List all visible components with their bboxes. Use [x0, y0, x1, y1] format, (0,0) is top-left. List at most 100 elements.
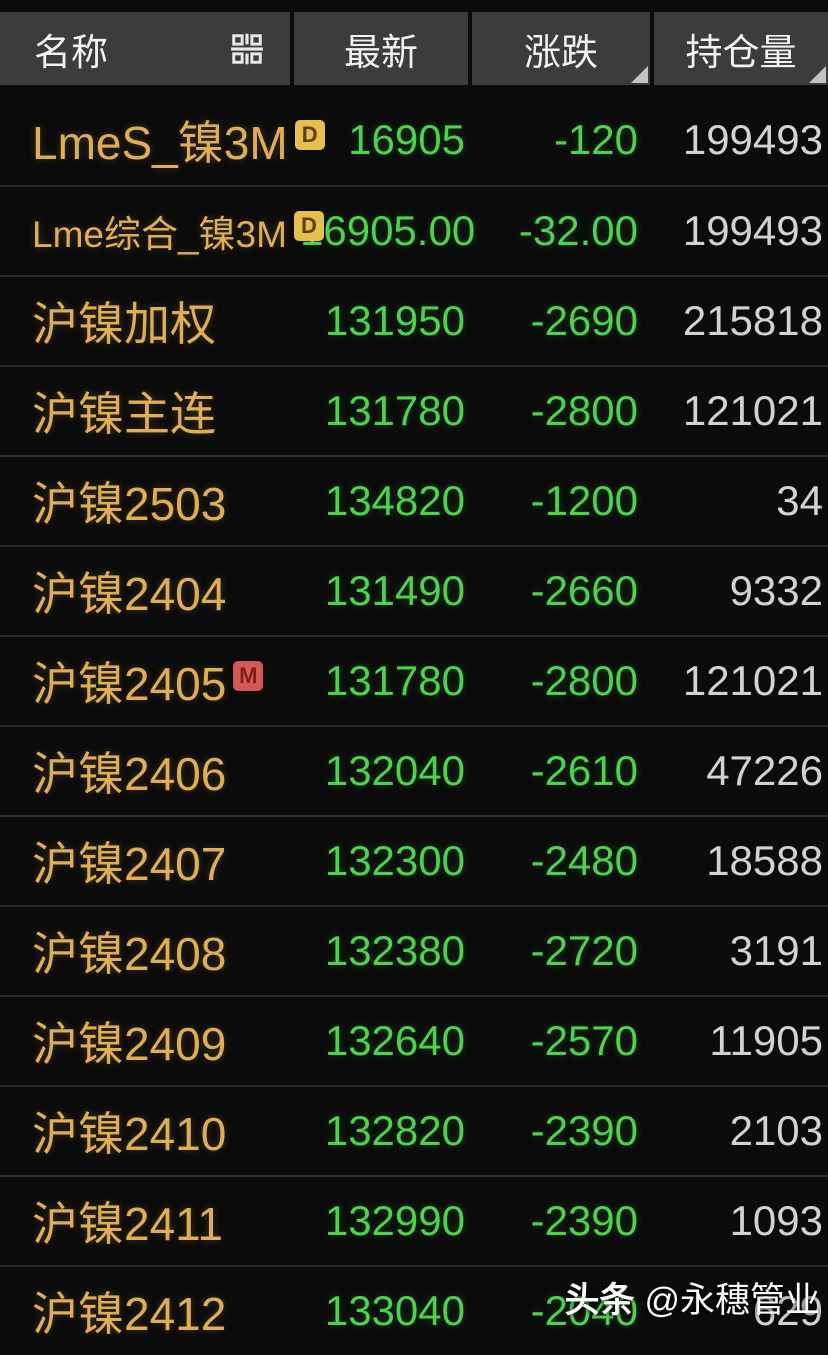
instrument-name-cell: Lme综合_镍3M D: [0, 204, 324, 258]
watermark: 头条 @永穗管业: [564, 1272, 820, 1323]
price-change: -2390: [530, 1197, 638, 1244]
latest-price: 132040: [324, 747, 465, 794]
instrument-badge: D: [293, 211, 324, 241]
instrument-badge: M: [233, 661, 264, 691]
column-header-name-label: 名称: [34, 31, 108, 73]
watermark-handle: @永穗管业: [644, 1281, 820, 1320]
instrument-name: 沪镍2411: [32, 1198, 223, 1250]
latest-price: 131490: [324, 567, 465, 614]
open-interest: 47226: [706, 747, 823, 794]
price-change: -2480: [530, 837, 638, 884]
instrument-name-cell: 沪镍2412: [0, 1278, 300, 1344]
quote-row[interactable]: LmeS_镍3M D 16905 -120 199493: [0, 95, 828, 185]
quote-row[interactable]: 沪镍2404 131490 -2660 9332: [0, 545, 828, 635]
quote-row[interactable]: 沪镍2407 132300 -2480 18588: [0, 815, 828, 905]
layout-grid-icon[interactable]: [230, 32, 264, 66]
instrument-name-cell: 沪镍2406: [0, 738, 300, 804]
instrument-name-cell: 沪镍2407: [0, 828, 300, 894]
price-change: -2800: [530, 657, 638, 704]
latest-price: 131780: [324, 657, 465, 704]
instrument-name: LmeS_镍3M: [32, 117, 288, 169]
instrument-name: 沪镍2404: [32, 568, 227, 620]
latest-price: 131780: [324, 387, 465, 434]
quote-row[interactable]: 沪镍加权 131950 -2690 215818: [0, 275, 828, 365]
instrument-name-cell: LmeS_镍3M D: [0, 107, 325, 173]
latest-price: 132300: [324, 837, 465, 884]
open-interest: 1093: [729, 1197, 823, 1244]
instrument-name: 沪镍2406: [32, 748, 227, 800]
quote-row[interactable]: 沪镍2406 132040 -2610 47226: [0, 725, 828, 815]
latest-price: 133040: [324, 1287, 465, 1334]
table-header: 名称 最新: [0, 12, 828, 85]
latest-price: 131950: [324, 297, 465, 344]
instrument-name: 沪镍2503: [32, 478, 227, 530]
price-change: -32.00: [518, 207, 638, 254]
latest-price: 132640: [324, 1017, 465, 1064]
latest-price: 16905: [348, 116, 465, 163]
open-interest: 11905: [709, 1017, 823, 1064]
quote-row[interactable]: 沪镍2412 133040 -2040 629: [0, 1265, 828, 1355]
column-header-latest[interactable]: 最新: [294, 12, 468, 85]
quote-row[interactable]: 沪镍2409 132640 -2570 11905: [0, 995, 828, 1085]
instrument-name: 沪镍2409: [32, 1018, 227, 1070]
quote-row[interactable]: 沪镍2411 132990 -2390 1093: [0, 1175, 828, 1265]
column-header-change[interactable]: 涨跌: [472, 12, 650, 85]
quote-row[interactable]: Lme综合_镍3M D 16905.00 -32.00 199493: [0, 185, 828, 275]
instrument-name-cell: 沪镍2409: [0, 1008, 300, 1074]
column-header-change-label: 涨跌: [524, 31, 598, 73]
instrument-name-cell: 沪镍2411: [0, 1188, 300, 1254]
instrument-name: 沪镍2410: [32, 1108, 227, 1160]
column-header-open-interest-label: 持仓量: [685, 31, 797, 73]
price-change: -2040: [530, 1287, 638, 1334]
instrument-name: 沪镍2405: [32, 658, 227, 710]
instrument-name-cell: 沪镍加权: [0, 288, 300, 354]
open-interest: 9332: [729, 567, 823, 614]
price-change: -2800: [530, 387, 638, 434]
price-change: -2690: [530, 297, 638, 344]
open-interest: 34: [776, 477, 823, 524]
instrument-name: 沪镍2412: [32, 1288, 227, 1340]
price-change: -2610: [530, 747, 638, 794]
instrument-name: 沪镍2408: [32, 928, 227, 980]
latest-price: 132990: [324, 1197, 465, 1244]
instrument-name: 沪镍加权: [32, 298, 216, 350]
quote-row[interactable]: 沪镍2410 132820 -2390 2103: [0, 1085, 828, 1175]
price-change: -1200: [530, 477, 638, 524]
price-change: -2660: [530, 567, 638, 614]
open-interest: 3191: [729, 927, 823, 974]
column-header-name[interactable]: 名称: [0, 12, 290, 85]
quote-row[interactable]: 沪镍2408 132380 -2720 3191: [0, 905, 828, 995]
open-interest: 121021: [682, 387, 823, 434]
open-interest: 199493: [682, 207, 823, 254]
latest-price: 134820: [324, 477, 465, 524]
quote-row[interactable]: 沪镍2503 134820 -1200 34: [0, 455, 828, 545]
open-interest: 2103: [729, 1107, 823, 1154]
price-change: -2570: [530, 1017, 638, 1064]
column-header-open-interest[interactable]: 持仓量: [654, 12, 828, 85]
open-interest: 199493: [682, 116, 823, 163]
sort-indicator-icon: [809, 66, 826, 83]
instrument-name-cell: 沪镍主连: [0, 378, 300, 444]
instrument-name-cell: 沪镍2503: [0, 468, 300, 534]
price-change: -2390: [530, 1107, 638, 1154]
price-change: -120: [553, 116, 638, 163]
instrument-name-cell: 沪镍2405 M: [0, 648, 300, 714]
instrument-name-cell: 沪镍2404: [0, 558, 300, 624]
instrument-name: 沪镍2407: [32, 838, 227, 890]
instrument-name-cell: 沪镍2408: [0, 918, 300, 984]
open-interest: 18588: [706, 837, 823, 884]
quote-row[interactable]: 沪镍2405 M 131780 -2800 121021: [0, 635, 828, 725]
instrument-name-cell: 沪镍2410: [0, 1098, 300, 1164]
open-interest: 629: [752, 1287, 823, 1334]
price-change: -2720: [530, 927, 638, 974]
latest-price: 132820: [324, 1107, 465, 1154]
open-interest: 215818: [682, 297, 823, 344]
watermark-brand: 头条: [564, 1281, 635, 1320]
latest-price: 132380: [324, 927, 465, 974]
instrument-name: 沪镍主连: [32, 388, 216, 440]
quote-row[interactable]: 沪镍主连 131780 -2800 121021: [0, 365, 828, 455]
column-header-latest-label: 最新: [344, 31, 418, 73]
instrument-badge: D: [294, 120, 325, 150]
sort-indicator-icon: [631, 66, 648, 83]
